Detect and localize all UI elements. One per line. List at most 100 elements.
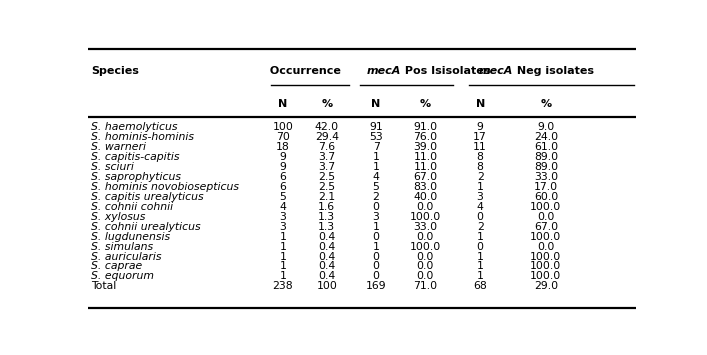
Text: Pos Isisolates: Pos Isisolates	[401, 66, 490, 76]
Text: S. cohnii cohnii: S. cohnii cohnii	[91, 202, 173, 212]
Text: S. warneri: S. warneri	[91, 142, 146, 152]
Text: 29.0: 29.0	[534, 282, 558, 291]
Text: 1: 1	[279, 232, 286, 242]
Text: 6: 6	[279, 182, 286, 192]
Text: 60.0: 60.0	[534, 192, 558, 202]
Text: 42.0: 42.0	[315, 122, 339, 132]
Text: 1: 1	[373, 222, 380, 232]
Text: 0.4: 0.4	[318, 232, 335, 242]
Text: 0: 0	[373, 262, 380, 272]
Text: 0: 0	[373, 232, 380, 242]
Text: 1: 1	[373, 242, 380, 252]
Text: 3: 3	[279, 212, 286, 222]
Text: 100.0: 100.0	[530, 272, 561, 282]
Text: 5: 5	[373, 182, 380, 192]
Text: 1: 1	[279, 272, 286, 282]
Text: 71.0: 71.0	[414, 282, 438, 291]
Text: 40.0: 40.0	[413, 192, 438, 202]
Text: 1: 1	[477, 272, 484, 282]
Text: 2.5: 2.5	[318, 172, 335, 182]
Text: mecA: mecA	[479, 66, 513, 76]
Text: 100.0: 100.0	[410, 242, 441, 252]
Text: 1: 1	[279, 242, 286, 252]
Text: 0.4: 0.4	[318, 252, 335, 262]
Text: S. simulans: S. simulans	[91, 242, 153, 252]
Text: %: %	[321, 99, 332, 109]
Text: Species: Species	[91, 66, 139, 76]
Text: 68: 68	[473, 282, 487, 291]
Text: S. caprae: S. caprae	[91, 262, 142, 272]
Text: 100.0: 100.0	[530, 262, 561, 272]
Text: S. cohnii urealyticus: S. cohnii urealyticus	[91, 222, 201, 232]
Text: S. equorum: S. equorum	[91, 272, 154, 282]
Text: 9: 9	[279, 162, 286, 172]
Text: 3: 3	[477, 192, 484, 202]
Text: S. haemolyticus: S. haemolyticus	[91, 122, 177, 132]
Text: 24.0: 24.0	[534, 132, 558, 142]
Text: 89.0: 89.0	[534, 152, 558, 162]
Text: Neg isolates: Neg isolates	[513, 66, 594, 76]
Text: %: %	[540, 99, 551, 109]
Text: S. auricularis: S. auricularis	[91, 252, 162, 262]
Text: 8: 8	[477, 152, 484, 162]
Text: S. capitis-capitis: S. capitis-capitis	[91, 152, 180, 162]
Text: 67.0: 67.0	[414, 172, 438, 182]
Text: mecA: mecA	[366, 66, 401, 76]
Text: 0: 0	[373, 202, 380, 212]
Text: 3: 3	[373, 212, 380, 222]
Text: 9.0: 9.0	[537, 122, 554, 132]
Text: S. sciuri: S. sciuri	[91, 162, 134, 172]
Text: 6: 6	[279, 172, 286, 182]
Text: S. saprophyticus: S. saprophyticus	[91, 172, 181, 182]
Text: 0: 0	[477, 212, 484, 222]
Text: 2: 2	[373, 192, 380, 202]
Text: 0.4: 0.4	[318, 242, 335, 252]
Text: Total: Total	[91, 282, 117, 291]
Text: 53: 53	[369, 132, 383, 142]
Text: 3.7: 3.7	[318, 152, 335, 162]
Text: 0.4: 0.4	[318, 272, 335, 282]
Text: 0.0: 0.0	[537, 242, 554, 252]
Text: 0.0: 0.0	[416, 272, 434, 282]
Text: S. hominis-hominis: S. hominis-hominis	[91, 132, 194, 142]
Text: 8: 8	[477, 162, 484, 172]
Text: 2.1: 2.1	[318, 192, 335, 202]
Text: 169: 169	[366, 282, 386, 291]
Text: 1: 1	[279, 262, 286, 272]
Text: 0.0: 0.0	[416, 232, 434, 242]
Text: 11.0: 11.0	[414, 152, 438, 162]
Text: 83.0: 83.0	[414, 182, 438, 192]
Text: 39.0: 39.0	[414, 142, 438, 152]
Text: 0: 0	[373, 252, 380, 262]
Text: 1.3: 1.3	[318, 222, 335, 232]
Text: 1: 1	[477, 252, 484, 262]
Text: 29.4: 29.4	[315, 132, 339, 142]
Text: 1: 1	[477, 262, 484, 272]
Text: 76.0: 76.0	[414, 132, 438, 142]
Text: 0.0: 0.0	[416, 202, 434, 212]
Text: 0.0: 0.0	[537, 212, 554, 222]
Text: 33.0: 33.0	[414, 222, 438, 232]
Text: 100: 100	[272, 122, 293, 132]
Text: 11.0: 11.0	[414, 162, 438, 172]
Text: 3: 3	[279, 222, 286, 232]
Text: 91.0: 91.0	[414, 122, 438, 132]
Text: 9: 9	[477, 122, 484, 132]
Text: 4: 4	[373, 172, 380, 182]
Text: 2.5: 2.5	[318, 182, 335, 192]
Text: 89.0: 89.0	[534, 162, 558, 172]
Text: Occurrence: Occurrence	[267, 66, 341, 76]
Text: N: N	[279, 99, 288, 109]
Text: 0: 0	[373, 272, 380, 282]
Text: 1.6: 1.6	[318, 202, 335, 212]
Text: 1: 1	[477, 232, 484, 242]
Text: 2: 2	[477, 222, 484, 232]
Text: 1.3: 1.3	[318, 212, 335, 222]
Text: 0.4: 0.4	[318, 262, 335, 272]
Text: 100.0: 100.0	[530, 232, 561, 242]
Text: S. xylosus: S. xylosus	[91, 212, 146, 222]
Text: 1: 1	[373, 152, 380, 162]
Text: 1: 1	[373, 162, 380, 172]
Text: 100.0: 100.0	[530, 202, 561, 212]
Text: 4: 4	[279, 202, 286, 212]
